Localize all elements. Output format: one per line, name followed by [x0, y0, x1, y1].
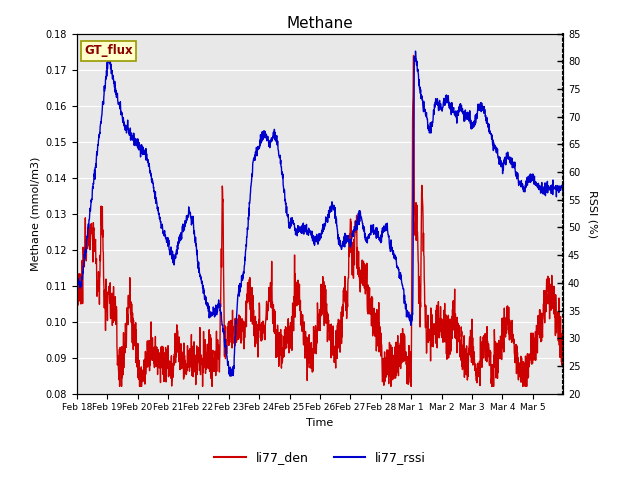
Legend: li77_den, li77_rssi: li77_den, li77_rssi [209, 446, 431, 469]
X-axis label: Time: Time [307, 418, 333, 428]
Y-axis label: Methane (mmol/m3): Methane (mmol/m3) [30, 156, 40, 271]
Title: Methane: Methane [287, 16, 353, 31]
Y-axis label: RSSI (%): RSSI (%) [588, 190, 597, 238]
Text: GT_flux: GT_flux [84, 44, 132, 58]
